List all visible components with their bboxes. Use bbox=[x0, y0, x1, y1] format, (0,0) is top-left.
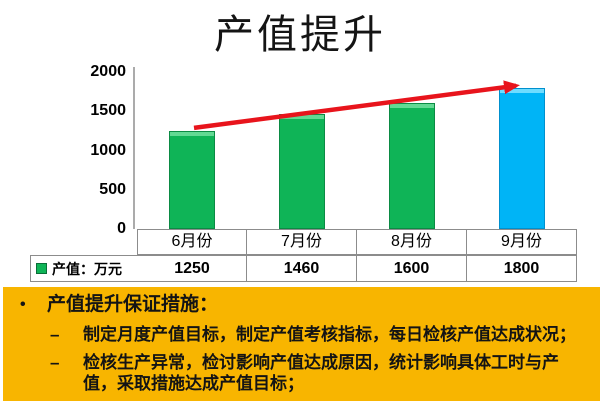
dash-icon: – bbox=[50, 325, 60, 344]
y-tick-label: 1000 bbox=[90, 141, 126, 159]
bar-top-bevel bbox=[390, 104, 434, 109]
y-tick-label: 500 bbox=[99, 180, 126, 198]
table-header-row: 6月份 7月份 8月份 9月份 bbox=[137, 229, 577, 255]
legend-cell: 产值：万元 bbox=[30, 255, 138, 282]
trend-line bbox=[193, 80, 520, 131]
dash-icon: – bbox=[50, 353, 60, 372]
bar-7月份 bbox=[279, 114, 325, 229]
legend-swatch-icon bbox=[36, 263, 47, 274]
value-cell: 1460 bbox=[247, 255, 357, 282]
page-title: 产值提升 bbox=[214, 12, 386, 57]
bar-6月份 bbox=[169, 130, 215, 229]
value-cell: 1800 bbox=[467, 255, 577, 282]
month-header-cell: 7月份 bbox=[247, 229, 357, 255]
notes-heading-row: • 产值提升保证措施： bbox=[20, 293, 592, 317]
table-value-row: 1250 1460 1600 1800 bbox=[137, 255, 577, 282]
note-text: 制定月度产值目标，制定产值考核指标，每日检核产值达成状况； bbox=[83, 325, 576, 344]
y-tick-label: 0 bbox=[117, 220, 126, 237]
y-axis-line bbox=[133, 67, 135, 229]
month-header-cell: 6月份 bbox=[137, 229, 247, 255]
notes-panel: • 产值提升保证措施： – 制定月度产值目标，制定产值考核指标，每日检核产值达成… bbox=[3, 287, 600, 401]
notes-heading: 产值提升保证措施： bbox=[47, 294, 219, 315]
month-header-cell: 9月份 bbox=[467, 229, 577, 255]
legend-label: 产值：万元 bbox=[52, 260, 122, 277]
bar-9月份 bbox=[499, 87, 545, 229]
value-cell: 1250 bbox=[137, 255, 247, 282]
bullet-icon: • bbox=[20, 296, 26, 313]
bar-top-bevel bbox=[500, 88, 544, 93]
list-item: – 制定月度产值目标，制定产值考核指标，每日检核产值达成状况； bbox=[20, 324, 592, 345]
month-header-cell: 8月份 bbox=[357, 229, 467, 255]
note-text: 检核生产异常，检讨影响产值达成原因，统计影响具体工时与产值，采取措施达成产值目标… bbox=[83, 353, 559, 393]
bar-top-bevel bbox=[170, 131, 214, 136]
bar-top-bevel bbox=[280, 115, 324, 120]
y-tick-label: 2000 bbox=[90, 63, 126, 80]
value-cell: 1600 bbox=[357, 255, 467, 282]
y-tick-label: 1500 bbox=[90, 102, 126, 120]
bar-8月份 bbox=[389, 103, 435, 229]
list-item: – 检核生产异常，检讨影响产值达成原因，统计影响具体工时与产值，采取措施达成产值… bbox=[20, 352, 592, 394]
